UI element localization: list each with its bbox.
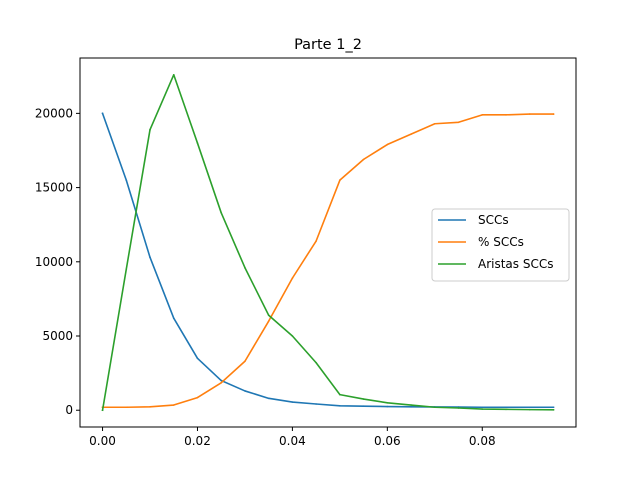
data-point-sccs [339, 404, 341, 407]
data-point-aristas-sccs [101, 409, 104, 412]
legend-label: SCCs [478, 213, 509, 227]
x-axis: 0.00 0.02 0.04 0.06 0.08 [89, 427, 496, 448]
y-tick-label: 20000 [35, 106, 73, 120]
data-point-sccs [505, 406, 507, 409]
data-point-pct-sccs [552, 113, 555, 115]
series-layer [101, 73, 555, 412]
x-tick-label: 0.08 [469, 434, 496, 448]
data-point-aristas-sccs [410, 404, 412, 406]
data-point-pct-sccs [220, 381, 223, 384]
series-line-pct-sccs [101, 113, 555, 409]
data-point-pct-sccs [291, 277, 294, 279]
data-point-pct-sccs [386, 143, 389, 146]
data-point-aristas-sccs [149, 128, 151, 131]
data-point-pct-sccs [410, 133, 412, 135]
data-point-aristas-sccs [267, 314, 270, 317]
data-point-sccs [291, 401, 294, 403]
data-point-aristas-sccs [339, 393, 341, 396]
data-point-aristas-sccs [433, 406, 436, 409]
data-point-aristas-sccs [481, 408, 484, 410]
y-tick-label: 10000 [35, 255, 73, 269]
data-point-aristas-sccs [220, 212, 223, 214]
x-tick-label: 0.02 [184, 434, 211, 448]
data-point-aristas-sccs [386, 402, 389, 404]
chart-title: Parte 1_2 [294, 37, 362, 53]
data-point-aristas-sccs [291, 335, 294, 337]
data-point-pct-sccs [315, 240, 317, 242]
data-point-pct-sccs [244, 360, 246, 363]
x-tick-label: 0.06 [374, 434, 401, 448]
data-point-sccs [244, 390, 246, 392]
data-point-sccs [481, 406, 484, 409]
legend: SCCs % SCCs Aristas SCCs [431, 208, 570, 282]
data-point-sccs [410, 406, 412, 408]
data-point-pct-sccs [149, 406, 151, 408]
data-point-pct-sccs [457, 121, 460, 124]
y-tick-label: 15000 [35, 181, 73, 195]
y-tick-label: 5000 [42, 329, 73, 343]
data-point-sccs [125, 179, 128, 181]
legend-box [431, 208, 570, 282]
data-point-sccs [172, 317, 175, 320]
data-point-sccs [362, 405, 365, 408]
data-point-aristas-sccs [172, 73, 175, 76]
legend-label: Aristas SCCs [478, 257, 553, 271]
data-point-sccs [101, 112, 104, 115]
y-tick-label: 0 [65, 403, 73, 417]
data-point-pct-sccs [172, 404, 175, 406]
y-axis: 0 5000 10000 15000 20000 [35, 106, 80, 417]
data-point-aristas-sccs [457, 407, 460, 409]
series-line-sccs [101, 112, 555, 409]
data-point-sccs [315, 403, 317, 405]
data-point-pct-sccs [125, 406, 128, 409]
data-point-aristas-sccs [196, 142, 199, 144]
data-point-sccs [386, 405, 389, 408]
plot-frame [79, 57, 577, 428]
x-tick-label: 0.00 [89, 434, 116, 448]
data-point-sccs [196, 357, 199, 360]
data-point-sccs [267, 397, 270, 400]
data-point-pct-sccs [528, 113, 531, 115]
data-point-sccs [220, 379, 223, 382]
data-point-sccs [528, 406, 531, 409]
x-tick-label: 0.04 [279, 434, 306, 448]
data-point-pct-sccs [267, 320, 270, 322]
data-point-pct-sccs [339, 179, 341, 181]
data-point-pct-sccs [196, 396, 199, 399]
data-point-aristas-sccs [362, 398, 365, 400]
data-point-pct-sccs [433, 122, 436, 125]
data-point-pct-sccs [362, 158, 365, 161]
data-point-pct-sccs [505, 114, 507, 116]
data-point-sccs [552, 406, 555, 409]
data-point-aristas-sccs [125, 268, 128, 271]
legend-label: % SCCs [478, 235, 524, 249]
data-point-sccs [149, 256, 151, 259]
data-point-aristas-sccs [315, 361, 317, 364]
data-point-aristas-sccs [244, 266, 246, 269]
data-point-aristas-sccs [528, 408, 531, 411]
data-point-pct-sccs [481, 114, 484, 116]
data-point-aristas-sccs [505, 408, 507, 411]
data-point-aristas-sccs [552, 408, 555, 411]
series-line-aristas-sccs [101, 73, 555, 412]
